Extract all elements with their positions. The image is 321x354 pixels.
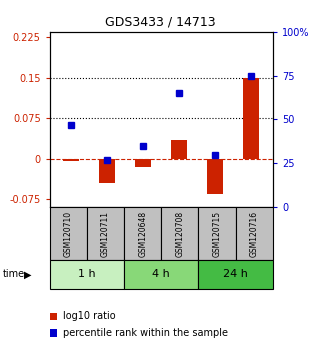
Text: GSM120716: GSM120716 [250,211,259,257]
Bar [87,207,124,260]
Bar [135,159,152,167]
Text: 24 h: 24 h [223,269,248,279]
Text: GSM120708: GSM120708 [175,211,184,257]
Bar [236,207,273,260]
Text: GSM120711: GSM120711 [101,211,110,257]
Bar [243,78,259,159]
Bar [198,207,236,260]
Text: percentile rank within the sample: percentile rank within the sample [63,328,228,338]
Bar [63,159,79,161]
Bar [124,260,198,289]
Bar [207,159,223,194]
Bar [171,140,187,159]
Text: ▶: ▶ [24,269,31,279]
Text: 1 h: 1 h [78,269,96,279]
Text: log10 ratio: log10 ratio [63,312,116,321]
Text: time: time [3,269,25,279]
Text: 4 h: 4 h [152,269,170,279]
Text: GSM120710: GSM120710 [64,211,73,257]
Bar [161,207,198,260]
Bar [99,159,116,183]
Text: GDS3433 / 14713: GDS3433 / 14713 [105,16,216,29]
Text: GSM120648: GSM120648 [138,211,147,257]
Bar [198,260,273,289]
Bar [50,260,124,289]
Bar [124,207,161,260]
Bar [50,207,87,260]
Text: GSM120715: GSM120715 [213,211,221,257]
